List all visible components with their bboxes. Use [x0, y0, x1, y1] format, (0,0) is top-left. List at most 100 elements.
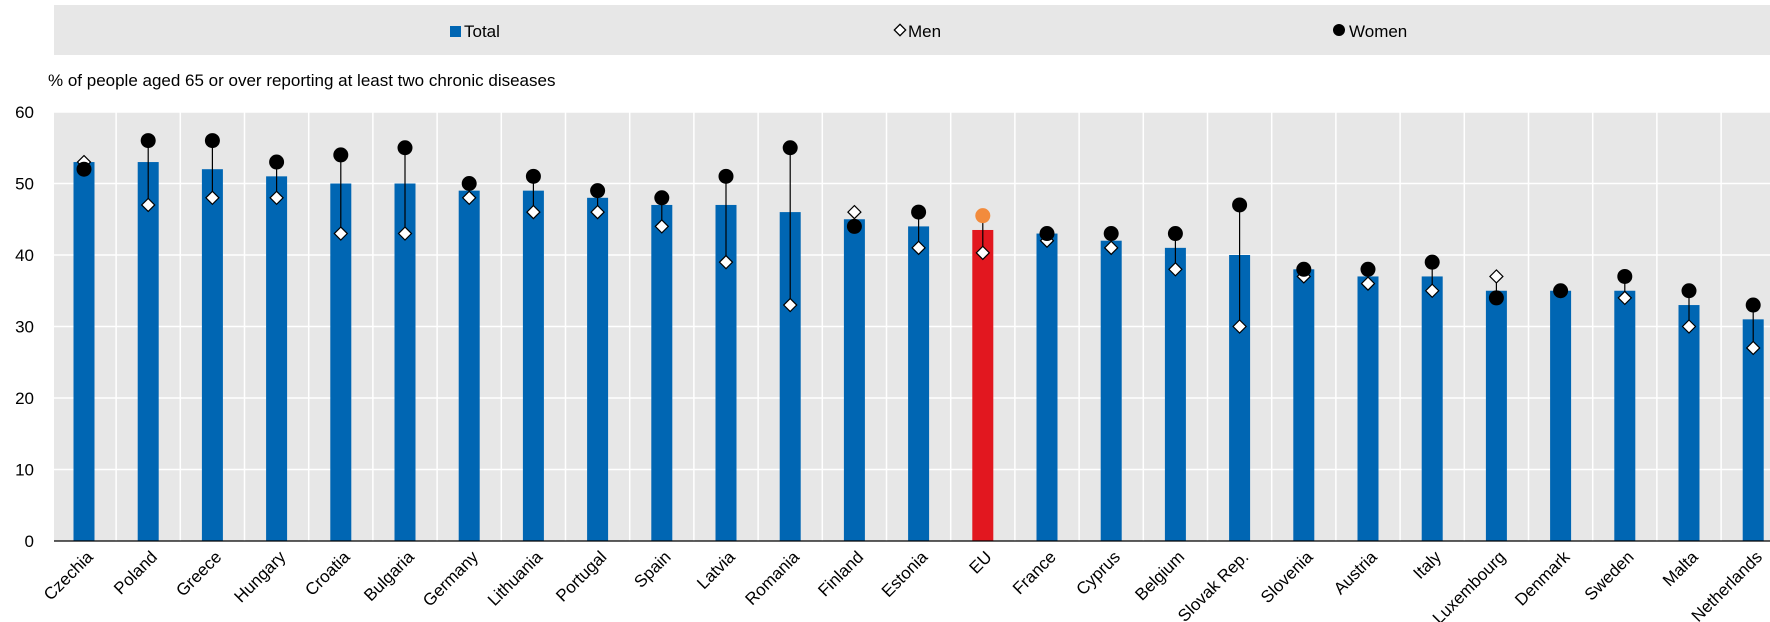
marker-women: [654, 190, 670, 206]
bar-total: [1742, 319, 1764, 541]
marker-women: [1617, 268, 1633, 284]
marker-women: [1360, 261, 1376, 277]
marker-women: [846, 218, 862, 234]
marker-men: [461, 190, 477, 206]
marker-women: [1424, 254, 1440, 270]
x-category-label: Austria: [1330, 547, 1381, 598]
bar-total: [651, 204, 673, 541]
x-category-label: Portugal: [552, 547, 610, 605]
bar-total: [266, 176, 288, 541]
x-category-label: Romania: [741, 547, 803, 609]
x-category-label: Slovenia: [1257, 547, 1317, 607]
marker-men: [718, 254, 734, 270]
x-category-label: Italy: [1410, 547, 1446, 583]
marker-women: [204, 133, 220, 149]
marker-men: [847, 204, 862, 220]
x-category-label: Finland: [814, 547, 867, 600]
bar-total: [1421, 276, 1443, 541]
bar-total: [394, 183, 416, 541]
marker-men: [397, 226, 413, 241]
marker-men: [782, 297, 798, 313]
x-category-label: Bulgaria: [360, 547, 418, 605]
x-category-label: Czechia: [40, 547, 97, 604]
x-category-label: Lithuania: [484, 547, 547, 610]
marker-men: [1745, 340, 1761, 356]
legend-panel: [54, 5, 1770, 55]
marker-women: [1167, 226, 1183, 242]
legend: Total Men Women: [450, 22, 1407, 41]
bar-total: [715, 204, 737, 541]
marker-women: [975, 208, 991, 224]
marker-men: [654, 219, 670, 234]
bar-total: [522, 190, 544, 541]
bar-total: [779, 212, 801, 541]
marker-women: [1103, 226, 1119, 242]
bar-total: [458, 190, 480, 541]
bar-total: [1036, 233, 1058, 542]
y-tick-label: 60: [15, 103, 34, 122]
x-category-label: Sweden: [1581, 547, 1638, 604]
bar-total: [1100, 240, 1122, 541]
legend-total-label: Total: [464, 22, 500, 41]
bar-total: [201, 169, 223, 541]
marker-men: [975, 245, 991, 261]
bar-total: [330, 183, 352, 541]
y-tick-label: 40: [15, 246, 34, 265]
x-axis-labels: Czechia Poland Greece Hungary Croatia Bulgari…: [40, 547, 1766, 622]
marker-women: [782, 140, 798, 156]
y-tick-label: 30: [15, 318, 34, 337]
marker-men: [1489, 269, 1504, 284]
legend-total-swatch: [450, 26, 461, 37]
legend-men-label: Men: [908, 22, 941, 41]
bar-total: [908, 226, 930, 541]
marker-men: [1360, 276, 1376, 291]
bar-total: [972, 229, 994, 541]
x-category-label: Germany: [419, 547, 482, 610]
bar-total: [1614, 290, 1636, 541]
x-category-label: France: [1009, 547, 1060, 598]
bar-total: [1485, 290, 1507, 541]
marker-men: [269, 190, 284, 206]
marker-men: [205, 190, 220, 206]
bar-total: [1678, 305, 1700, 541]
marker-women: [1296, 261, 1312, 277]
marker-women: [590, 183, 606, 199]
marker-women: [461, 176, 477, 191]
x-category-label: Denmark: [1511, 547, 1574, 610]
bar-total: [1164, 247, 1186, 541]
chart-subtitle: % of people aged 65 or over reporting at…: [48, 71, 555, 90]
bar-total: [1357, 276, 1379, 541]
marker-men: [140, 197, 156, 213]
marker-women: [1553, 283, 1569, 299]
marker-men: [1168, 261, 1183, 277]
marker-men: [1424, 283, 1440, 299]
x-category-label: Croatia: [301, 547, 354, 600]
marker-women: [140, 133, 156, 149]
marker-women: [1039, 226, 1055, 242]
marker-women: [911, 204, 927, 220]
bar-total: [1293, 269, 1315, 541]
x-category-label: Malta: [1659, 547, 1702, 590]
legend-women-marker: [1333, 24, 1345, 36]
x-category-label: Latvia: [693, 547, 739, 593]
y-tick-label: 20: [15, 389, 34, 408]
bar-total: [587, 197, 609, 542]
x-category-label: Belgium: [1131, 547, 1188, 604]
marker-men: [1617, 290, 1633, 306]
marker-men: [333, 226, 349, 241]
marker-women: [1681, 283, 1697, 299]
legend-men-marker: [893, 23, 907, 37]
x-category-label: Spain: [630, 547, 674, 591]
marker-men: [1681, 319, 1697, 334]
x-category-label: Hungary: [231, 547, 290, 606]
bar-total: [137, 162, 159, 542]
x-category-label: EU: [965, 547, 995, 577]
marker-women: [525, 168, 541, 184]
marker-men: [590, 204, 605, 220]
marker-women: [76, 161, 92, 177]
bar-total: [73, 162, 95, 542]
x-category-label: Greece: [172, 547, 225, 600]
marker-men: [526, 204, 541, 220]
y-axis-ticks: 0 10 20 30 40 50 60: [15, 103, 34, 551]
